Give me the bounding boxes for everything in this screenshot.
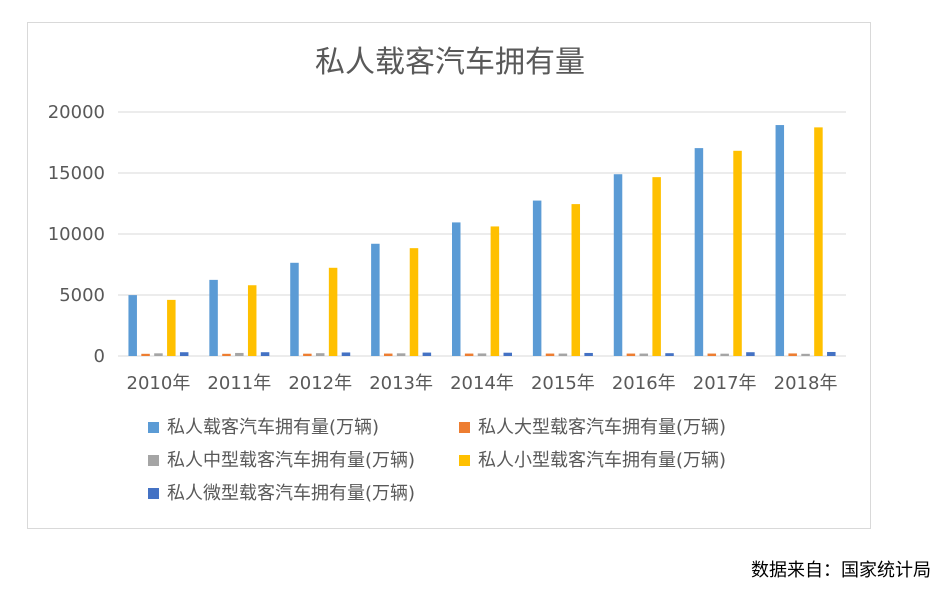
legend-label: 私人中型载客汽车拥有量(万辆) [167,450,415,471]
bar [341,352,351,356]
bar [247,285,257,356]
bar-chart: 私人载客汽车拥有量 0 5000 10000 15000 20000 2010年 2011… [48,45,846,504]
legend-swatch [148,488,159,499]
bar [260,352,270,356]
x-tick-label: 2012年 [288,373,352,394]
bar [235,352,244,356]
bar [801,353,810,356]
y-tick-label: 5000 [59,285,105,306]
bar [707,353,717,356]
bar [652,177,661,356]
legend-label: 私人微型载客汽车拥有量(万辆) [167,483,415,504]
bar [154,353,163,356]
bar [290,262,299,356]
bar [477,353,487,356]
x-tick-label: 2016年 [612,373,676,394]
legend-label: 私人大型载客汽车拥有量(万辆) [478,417,726,438]
legend-swatch [459,422,470,433]
x-tick-label: 2018年 [774,373,838,394]
bar [665,353,674,356]
source-note: 数据来自：国家统计局 [751,560,931,581]
bars [128,125,836,356]
legend-swatch [148,455,159,466]
bar [532,200,542,356]
x-tick-label: 2011年 [207,373,271,394]
bar [639,353,649,356]
bar [720,353,729,356]
bar [128,295,137,356]
bar [694,148,704,356]
bar [746,352,755,356]
bar [788,353,797,356]
bar [396,353,406,356]
chart-title: 私人载客汽车拥有量 [315,45,585,80]
x-tick-label: 2014年 [450,373,514,394]
bar [141,353,150,356]
legend-label: 私人载客汽车拥有量(万辆) [167,417,379,438]
legend-swatch [459,455,470,466]
bar [613,174,623,356]
bar [503,352,512,356]
x-tick-label: 2017年 [693,373,757,394]
legend-swatch [148,422,159,433]
bar [303,353,312,356]
bar [733,150,742,356]
bar [626,353,636,356]
bar [315,353,325,356]
bar [571,204,581,356]
y-axis-ticks: 0 5000 10000 15000 20000 [48,102,105,367]
x-axis-ticks: 2010年 2011年 2012年 2013年 2014年 2015年 2016年 2017年… [127,373,838,394]
bar [371,243,380,356]
bar [383,353,393,356]
bar [827,351,836,356]
y-tick-label: 10000 [48,224,105,245]
bar [209,279,218,356]
y-tick-label: 20000 [48,102,105,123]
y-tick-label: 15000 [48,163,105,184]
bar [775,125,785,356]
bar [409,248,419,356]
y-tick-label: 0 [94,346,105,367]
legend-label: 私人小型载客汽车拥有量(万辆) [478,450,726,471]
bar [422,352,432,356]
x-tick-label: 2015年 [531,373,595,394]
chart-frame: 私人载客汽车拥有量 0 5000 10000 15000 20000 2010年 2011… [27,22,871,529]
bar [328,267,338,356]
bar [584,352,593,356]
bar [545,353,555,356]
bar [814,127,823,356]
bar [464,353,474,356]
x-tick-label: 2010年 [127,373,191,394]
bar [179,352,189,356]
bar [167,299,176,356]
x-tick-label: 2013年 [369,373,433,394]
bar [558,353,568,356]
bar [452,222,461,356]
bar [222,353,231,356]
legend: 私人载客汽车拥有量(万辆) 私人大型载客汽车拥有量(万辆) 私人中型载客汽车拥有量(… [148,417,726,504]
bar [490,226,500,356]
